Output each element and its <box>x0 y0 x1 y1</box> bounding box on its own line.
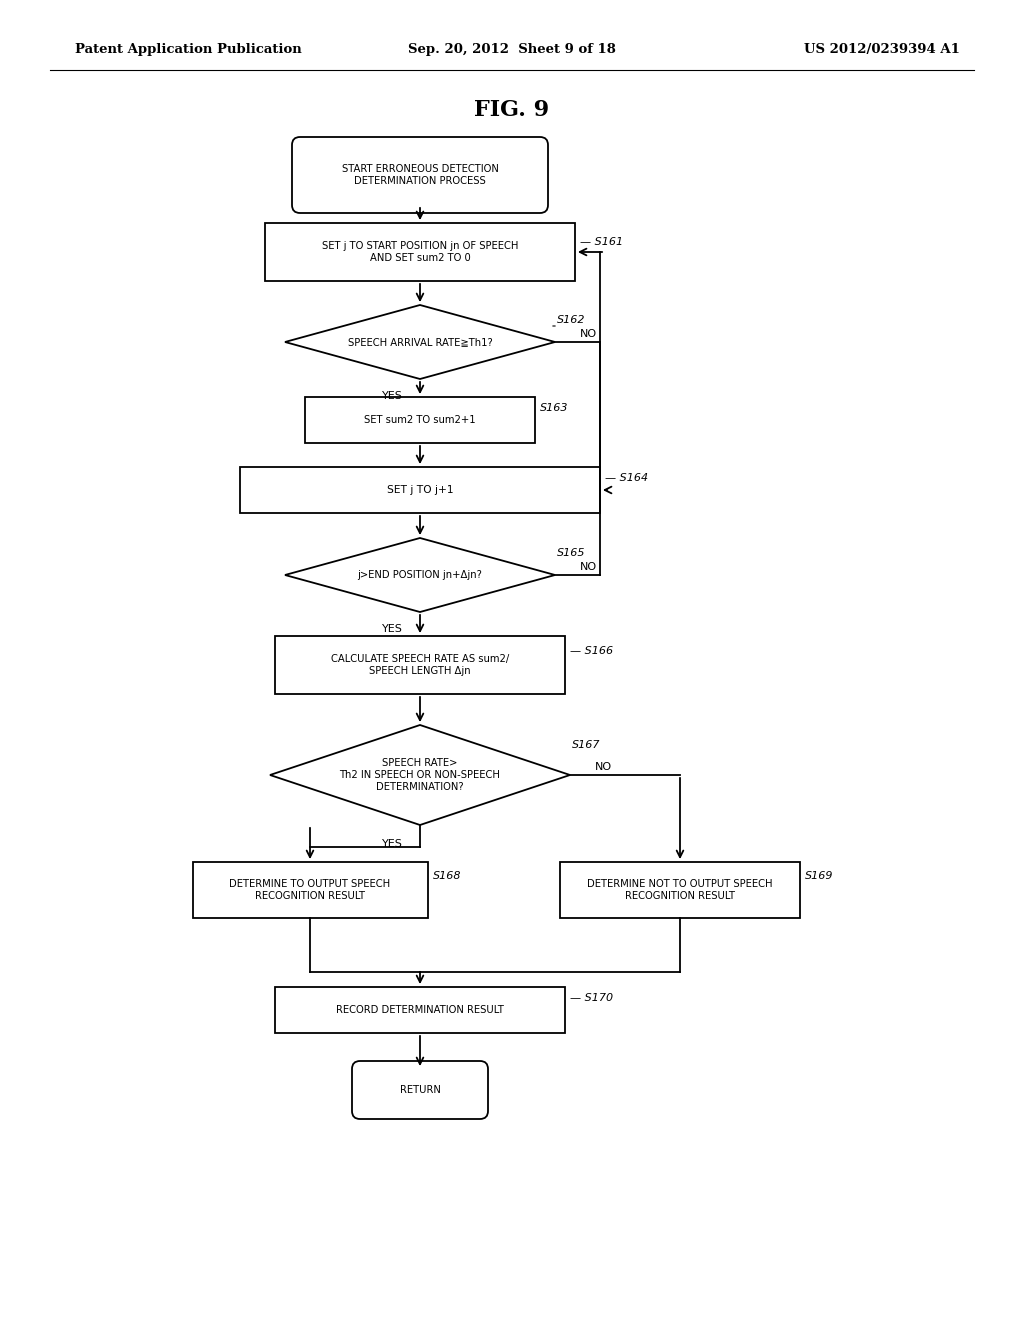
Text: CALCULATE SPEECH RATE AS sum2/
SPEECH LENGTH Δjn: CALCULATE SPEECH RATE AS sum2/ SPEECH LE… <box>331 655 509 676</box>
Text: SET j TO START POSITION jn OF SPEECH
AND SET sum2 TO 0: SET j TO START POSITION jn OF SPEECH AND… <box>322 242 518 263</box>
Text: Sep. 20, 2012  Sheet 9 of 18: Sep. 20, 2012 Sheet 9 of 18 <box>408 44 616 57</box>
Text: YES: YES <box>382 840 402 849</box>
Text: j>END POSITION jn+Δjn?: j>END POSITION jn+Δjn? <box>357 570 482 579</box>
FancyBboxPatch shape <box>292 137 548 213</box>
Text: — S164: — S164 <box>605 473 648 483</box>
Text: SET sum2 TO sum2+1: SET sum2 TO sum2+1 <box>365 414 476 425</box>
Text: S169: S169 <box>805 871 834 880</box>
Text: RECORD DETERMINATION RESULT: RECORD DETERMINATION RESULT <box>336 1005 504 1015</box>
Text: SPEECH RATE>
Th2 IN SPEECH OR NON-SPEECH
DETERMINATION?: SPEECH RATE> Th2 IN SPEECH OR NON-SPEECH… <box>340 759 501 792</box>
Text: FIG. 9: FIG. 9 <box>474 99 550 121</box>
Bar <box>275 987 565 1034</box>
Text: START ERRONEOUS DETECTION
DETERMINATION PROCESS: START ERRONEOUS DETECTION DETERMINATION … <box>342 164 499 186</box>
Text: — S161: — S161 <box>580 238 624 247</box>
Bar <box>265 223 575 281</box>
Bar <box>275 636 565 694</box>
Text: S162: S162 <box>557 315 586 325</box>
Text: SPEECH ARRIVAL RATE≧Th1?: SPEECH ARRIVAL RATE≧Th1? <box>347 337 493 347</box>
Bar <box>240 467 600 513</box>
Text: — S170: — S170 <box>570 993 613 1003</box>
Text: — S166: — S166 <box>570 645 613 656</box>
Text: DETERMINE TO OUTPUT SPEECH
RECOGNITION RESULT: DETERMINE TO OUTPUT SPEECH RECOGNITION R… <box>229 879 390 900</box>
Text: NO: NO <box>580 329 597 339</box>
Text: S167: S167 <box>572 741 600 750</box>
Polygon shape <box>270 725 570 825</box>
Text: YES: YES <box>382 391 402 401</box>
Text: NO: NO <box>595 762 612 772</box>
Text: S163: S163 <box>540 403 568 413</box>
Polygon shape <box>285 539 555 612</box>
Text: S165: S165 <box>557 548 586 558</box>
Bar <box>560 862 800 917</box>
Text: S168: S168 <box>432 871 461 880</box>
Polygon shape <box>285 305 555 379</box>
Bar <box>193 862 427 917</box>
Text: US 2012/0239394 A1: US 2012/0239394 A1 <box>804 44 961 57</box>
Text: YES: YES <box>382 624 402 634</box>
Text: DETERMINE NOT TO OUTPUT SPEECH
RECOGNITION RESULT: DETERMINE NOT TO OUTPUT SPEECH RECOGNITI… <box>587 879 773 900</box>
Text: SET j TO j+1: SET j TO j+1 <box>387 484 454 495</box>
Text: RETURN: RETURN <box>399 1085 440 1096</box>
FancyBboxPatch shape <box>352 1061 488 1119</box>
Bar <box>305 397 535 444</box>
Text: Patent Application Publication: Patent Application Publication <box>75 44 302 57</box>
Text: NO: NO <box>580 562 597 572</box>
